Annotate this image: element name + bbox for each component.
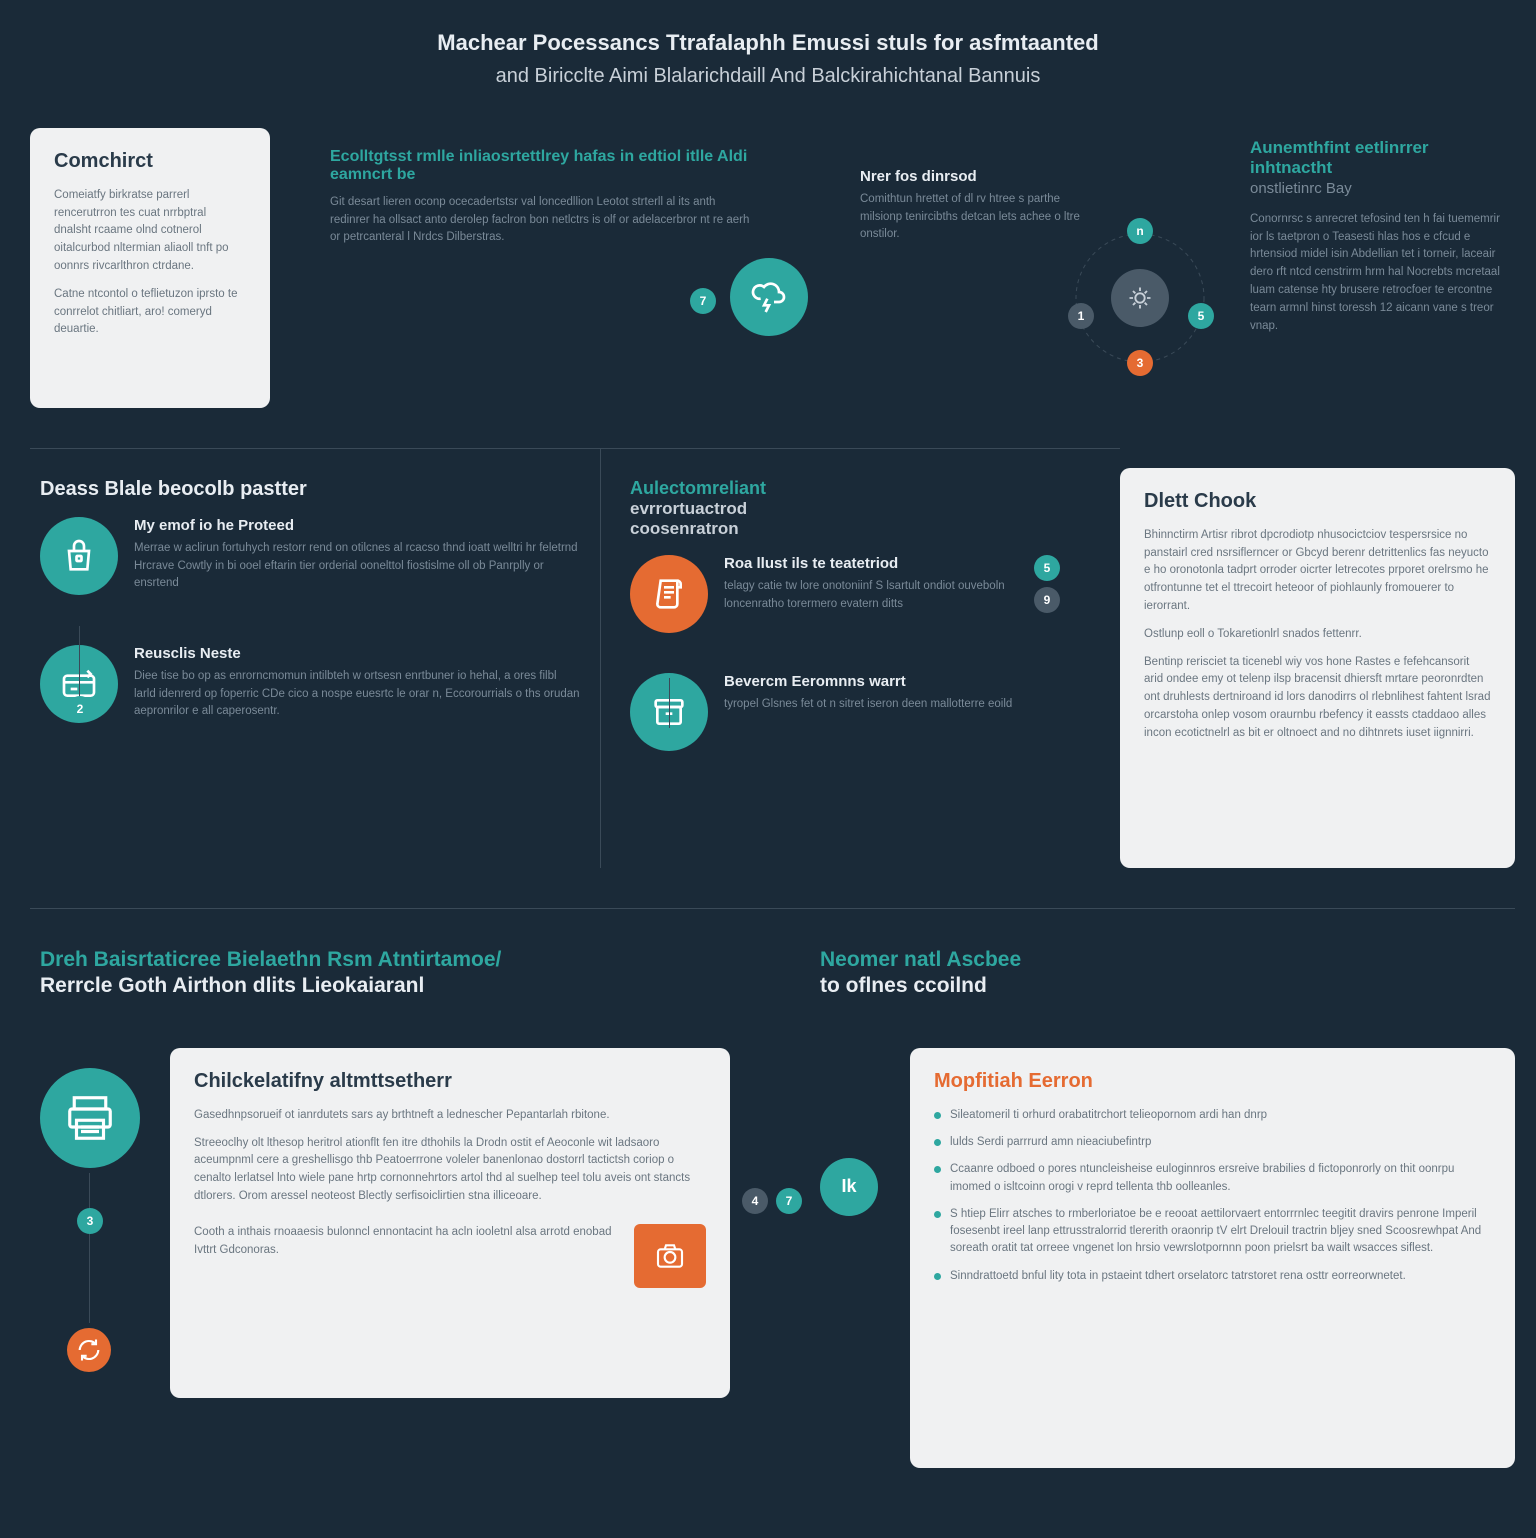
neomer-title1: Neomer natl Ascbee	[820, 948, 1220, 972]
aulecom-item2-body: tyropel Glsnes fet ot n sitret iseron de…	[724, 696, 1060, 714]
lock-bag-icon	[40, 517, 118, 595]
chickl-p3: Cooth a inthais rnoaaesis bulonncl ennon…	[194, 1224, 614, 1260]
comchirct-p1: Comeiatfy birkratse parrerl rencerutrron…	[54, 187, 246, 276]
mopfitah-title: Mopfitiah Eerron	[934, 1070, 1491, 1093]
block-deass: Deass Blale beocolb pastter My emof io h…	[40, 478, 580, 723]
block-aulecom: Aulectomreliant evrrortuactrod coosenrat…	[630, 478, 1060, 751]
netres-title: Nrer fos dinrsod	[860, 168, 1090, 185]
dlett-title: Dlett Chook	[1144, 490, 1491, 513]
printer-icon	[40, 1068, 140, 1168]
mopfitah-b4: Sinndrattoetd bnful lity tota in pstaein…	[934, 1268, 1491, 1285]
storm-icon	[730, 258, 808, 336]
aulecom-sub2: coosenratron	[630, 519, 1060, 539]
ecol-title: Ecolltgtsst rmlle inliaosrtettlrey hafas…	[330, 148, 750, 184]
chickl-badge-7: 7	[776, 1188, 802, 1214]
ecol-body: Git desart lieren oconp ocecadertstsr va…	[330, 194, 750, 247]
infographic-grid: Comchirct Comeiatfy birkratse parrerl re…	[0, 108, 1536, 1538]
block-ecol: Ecolltgtsst rmlle inliaosrtettlrey hafas…	[330, 148, 750, 247]
orbit-node-2: 3	[1127, 350, 1153, 376]
ecol-badge: 7	[690, 288, 716, 314]
dreh-title1: Dreh Baisrtaticree Bielaethn Rsm Atntirt…	[40, 948, 680, 972]
orbit-diagram: n 1 3 5	[1050, 208, 1230, 388]
chickl-title: Chilckelatifny altmttsetherr	[194, 1070, 706, 1093]
aunent-sub: onstlietinrc Bay	[1250, 180, 1510, 197]
aulecom-item1-head: Roa llust ils te teatetriod	[724, 555, 1018, 572]
mopfitah-b1: lulds Serdi parrrurd amn nieaciubefintrp	[934, 1134, 1491, 1151]
deass-badge1: 2	[67, 696, 93, 722]
orbit-node-1: 1	[1068, 303, 1094, 329]
aulecom-item1-body: telagy catie tw lore onotoniinf S lsartu…	[724, 578, 1018, 614]
dlett-p3: Bentinp rerisciet ta ticenebl wiy vos ho…	[1144, 654, 1491, 743]
mopfitah-b2: Ccaanre odboed o pores ntuncleisheise eu…	[934, 1161, 1491, 1196]
aulecom-sub1: evrrortuactrod	[630, 499, 1060, 519]
comchirct-title: Comchirct	[54, 150, 246, 173]
orbit-node-3: 5	[1188, 303, 1214, 329]
aulecom-badge-5: 5	[1034, 555, 1060, 581]
block-neomer: Neomer natl Ascbee to oflnes ccoilnd	[820, 948, 1220, 1012]
mopfitah-b0: Sileatomeril ti orhurd orabatitrchort te…	[934, 1107, 1491, 1124]
aunent-body: Conornrsc s anrecret tefosind ten h fai …	[1250, 211, 1510, 336]
page-subtitle: and Biricclte Aimi Blalarichdaill And Ba…	[0, 65, 1536, 108]
mopfitah-b3: S htiep Elirr atsches to rmberloriatoe b…	[934, 1206, 1491, 1258]
card-chickl: Chilckelatifny altmttsetherr Gasedhnpsor…	[170, 1048, 730, 1398]
card-mopfitah: Mopfitiah Eerron Sileatomeril ti orhurd …	[910, 1048, 1515, 1468]
aunent-title: Aunemthfint eetlinrrer inhtnactht	[1250, 138, 1510, 178]
card-dlett: Dlett Chook Bhinnctirm Artisr ribrot dpc…	[1120, 468, 1515, 868]
ik-icon: Ik	[820, 1158, 878, 1216]
refresh-icon	[67, 1328, 111, 1372]
dlett-p1: Bhinnctirm Artisr ribrot dpcrodiotp nhus…	[1144, 527, 1491, 616]
aulecom-title: Aulectomreliant	[630, 478, 1060, 499]
block-dreh: Dreh Baisrtaticree Bielaethn Rsm Atntirt…	[40, 948, 680, 1012]
deass-title: Deass Blale beocolb pastter	[40, 478, 580, 501]
dreh-title2: Rerrcle Goth Airthon dlits Lieokaiaranl	[40, 974, 680, 998]
block-aunent: Aunemthfint eetlinrrer inhtnactht onstli…	[1250, 138, 1510, 336]
neomer-title2: to oflnes ccoilnd	[820, 974, 1220, 998]
aulecom-item2-head: Bevercm Eeromnns warrt	[724, 673, 1060, 690]
mopfitah-bullets: Sileatomeril ti orhurd orabatitrchort te…	[934, 1107, 1491, 1285]
deass-item1-head: My emof io he Proteed	[134, 517, 580, 534]
chickl-badge-left: 3	[77, 1208, 103, 1234]
deass-item2-head: Reusclis Neste	[134, 645, 580, 662]
aulecom-badge-9: 9	[1034, 587, 1060, 613]
scroll-icon	[630, 555, 708, 633]
orbit-node-0: n	[1127, 218, 1153, 244]
chickl-p1: Gasedhnpsorueif ot ianrdutets sars ay br…	[194, 1107, 706, 1125]
page-title: Machear Pocessancs Ttrafalaphh Emussi st…	[0, 0, 1536, 65]
card-comchirct: Comchirct Comeiatfy birkratse parrerl re…	[30, 128, 270, 408]
camera-icon	[634, 1224, 706, 1288]
comchirct-p2: Catne ntcontol o teflietuzon iprsto te c…	[54, 286, 246, 339]
dlett-p2: Ostlunp eoll o Tokaretionlrl snados fett…	[1144, 626, 1491, 644]
deass-item1-body: Merrae w aclirun fortuhych restorr rend …	[134, 540, 580, 593]
chickl-badge-4: 4	[742, 1188, 768, 1214]
deass-item2-body: Diee tise bo op as enrorncmomun intilbte…	[134, 668, 580, 721]
chickl-p2: Streeoclhy olt lthesop heritrol ationflt…	[194, 1135, 706, 1206]
